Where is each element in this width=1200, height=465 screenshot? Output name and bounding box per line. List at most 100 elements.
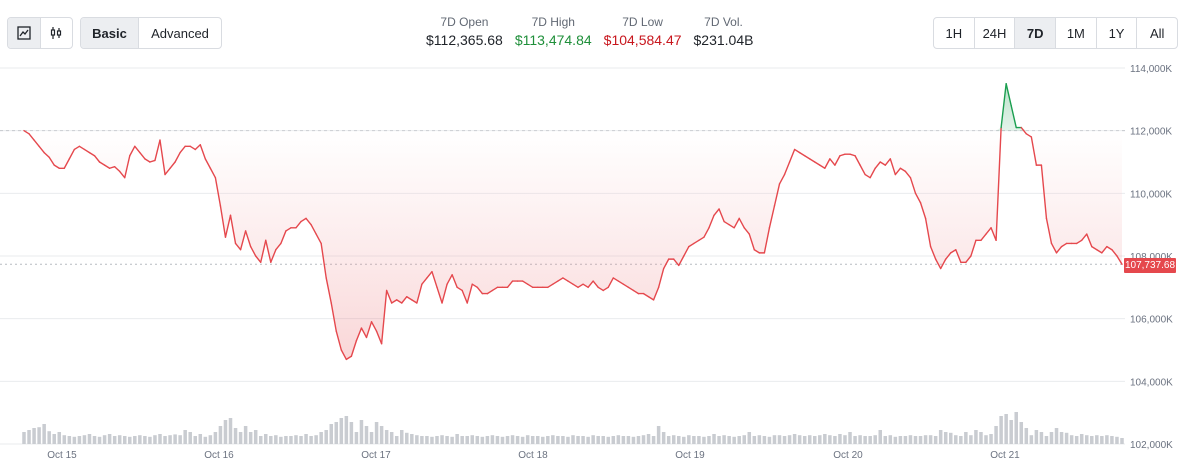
price-line-segment xyxy=(1010,104,1017,129)
line-chart-button[interactable] xyxy=(8,18,40,48)
price-line-segment xyxy=(738,217,745,229)
volume-bar xyxy=(178,435,182,444)
price-line-segment xyxy=(300,217,307,223)
volume-bar xyxy=(475,436,480,444)
y-tick-label: 110,000K xyxy=(1130,189,1172,200)
price-line-segment xyxy=(652,286,660,301)
x-tick-label: Oct 19 xyxy=(675,450,705,461)
price-line-segment xyxy=(169,161,176,169)
below-open-area xyxy=(24,130,1122,360)
candlestick-icon xyxy=(51,27,62,39)
volume-bar xyxy=(329,424,333,444)
price-line-segment xyxy=(874,161,881,169)
price-line-segment xyxy=(728,223,735,229)
price-line-segment xyxy=(234,242,242,251)
price-line-segment xyxy=(889,158,897,176)
volume-bar xyxy=(903,436,908,444)
price-line-segment xyxy=(411,299,418,304)
price-line-segment xyxy=(1081,233,1088,242)
volume-bar xyxy=(344,416,349,444)
price-line-segment xyxy=(43,151,50,159)
volume-bar xyxy=(797,435,802,444)
volume-bar xyxy=(707,436,711,444)
volume-bar xyxy=(213,432,218,444)
volume-bar xyxy=(948,432,953,444)
basic-mode-button[interactable]: Basic xyxy=(81,18,138,48)
range-1y-button[interactable]: 1Y xyxy=(1095,18,1137,48)
price-line-segment xyxy=(693,239,700,245)
price-line-segment xyxy=(416,283,423,304)
volume-bar xyxy=(193,436,198,444)
volume-bar xyxy=(1069,435,1074,444)
price-line-segment xyxy=(340,349,348,361)
price-line-segment xyxy=(864,173,871,179)
volume-bar xyxy=(228,418,233,444)
volume-bar xyxy=(687,435,691,444)
volume-bar xyxy=(576,436,580,444)
price-line-segment xyxy=(486,289,494,295)
volume-bar xyxy=(405,432,409,444)
price-line-segment xyxy=(471,283,479,289)
volume-bar xyxy=(551,435,555,444)
volume-bar xyxy=(173,434,177,444)
price-line-segment xyxy=(1040,164,1048,220)
volume-bar xyxy=(611,436,616,444)
range-24h-button[interactable]: 24H xyxy=(973,18,1015,48)
volume-bar xyxy=(994,426,998,444)
volume-bar xyxy=(621,436,626,444)
range-1m-button[interactable]: 1M xyxy=(1055,18,1096,48)
volume-bar xyxy=(1029,435,1034,444)
price-line-segment xyxy=(1060,242,1068,248)
price-line-segment xyxy=(390,299,398,304)
price-line-segment xyxy=(164,167,171,176)
volume-bar xyxy=(682,436,686,444)
volume-bar xyxy=(32,428,36,444)
price-line-segment xyxy=(380,289,388,345)
volume-bar xyxy=(838,434,842,444)
price-line-segment xyxy=(88,151,96,157)
price-line-segment xyxy=(139,151,146,160)
volume-bar xyxy=(67,436,72,444)
volume-bar xyxy=(389,432,394,444)
price-line-segment xyxy=(718,208,725,223)
volume-bar xyxy=(515,436,520,444)
price-line-segment xyxy=(763,227,771,254)
range-1h-button[interactable]: 1H xyxy=(945,25,963,41)
price-chart[interactable]: 114,000K 112,000K 110,000K 108,000K 106,000K… xyxy=(0,58,1200,465)
volume-bar xyxy=(238,432,243,444)
volume-bar xyxy=(460,436,464,444)
volume-bar xyxy=(349,422,354,444)
price-line-segment xyxy=(899,167,907,173)
price-line-segment xyxy=(63,158,71,169)
price-line-segment xyxy=(929,245,937,260)
price-line-segment xyxy=(73,145,81,151)
volume-bar xyxy=(1054,428,1059,444)
price-line-segment xyxy=(849,153,856,157)
price-line-segment xyxy=(33,139,40,148)
volume-bar xyxy=(264,434,268,444)
volume-bar xyxy=(430,436,434,444)
advanced-mode-button[interactable]: Advanced xyxy=(138,18,221,48)
volume-bar xyxy=(1110,436,1114,444)
volume-bar xyxy=(807,435,812,444)
price-line-segment xyxy=(597,286,604,292)
range-all-button[interactable]: All xyxy=(1136,18,1177,48)
volume-bar xyxy=(183,430,187,444)
volume-bar xyxy=(384,430,389,444)
volume-bar xyxy=(379,426,384,444)
volume-bar xyxy=(425,436,429,444)
volume-bar xyxy=(334,422,339,444)
volume-bar xyxy=(606,436,611,444)
price-line-segment xyxy=(315,233,322,245)
price-line-segment xyxy=(622,283,630,289)
volume-bar xyxy=(299,436,303,444)
price-line-segment xyxy=(955,249,962,263)
range-7d-button[interactable]: 7D xyxy=(1014,18,1056,48)
volume-bar xyxy=(818,435,822,444)
price-line-segment xyxy=(657,267,665,289)
stats-summary: 7D Open $112,365.68 7D High $113,474.84 … xyxy=(420,15,759,48)
candlestick-button[interactable] xyxy=(39,18,73,48)
volume-bar xyxy=(319,432,323,444)
price-line-segment xyxy=(602,286,609,292)
volume-bar xyxy=(541,436,545,444)
